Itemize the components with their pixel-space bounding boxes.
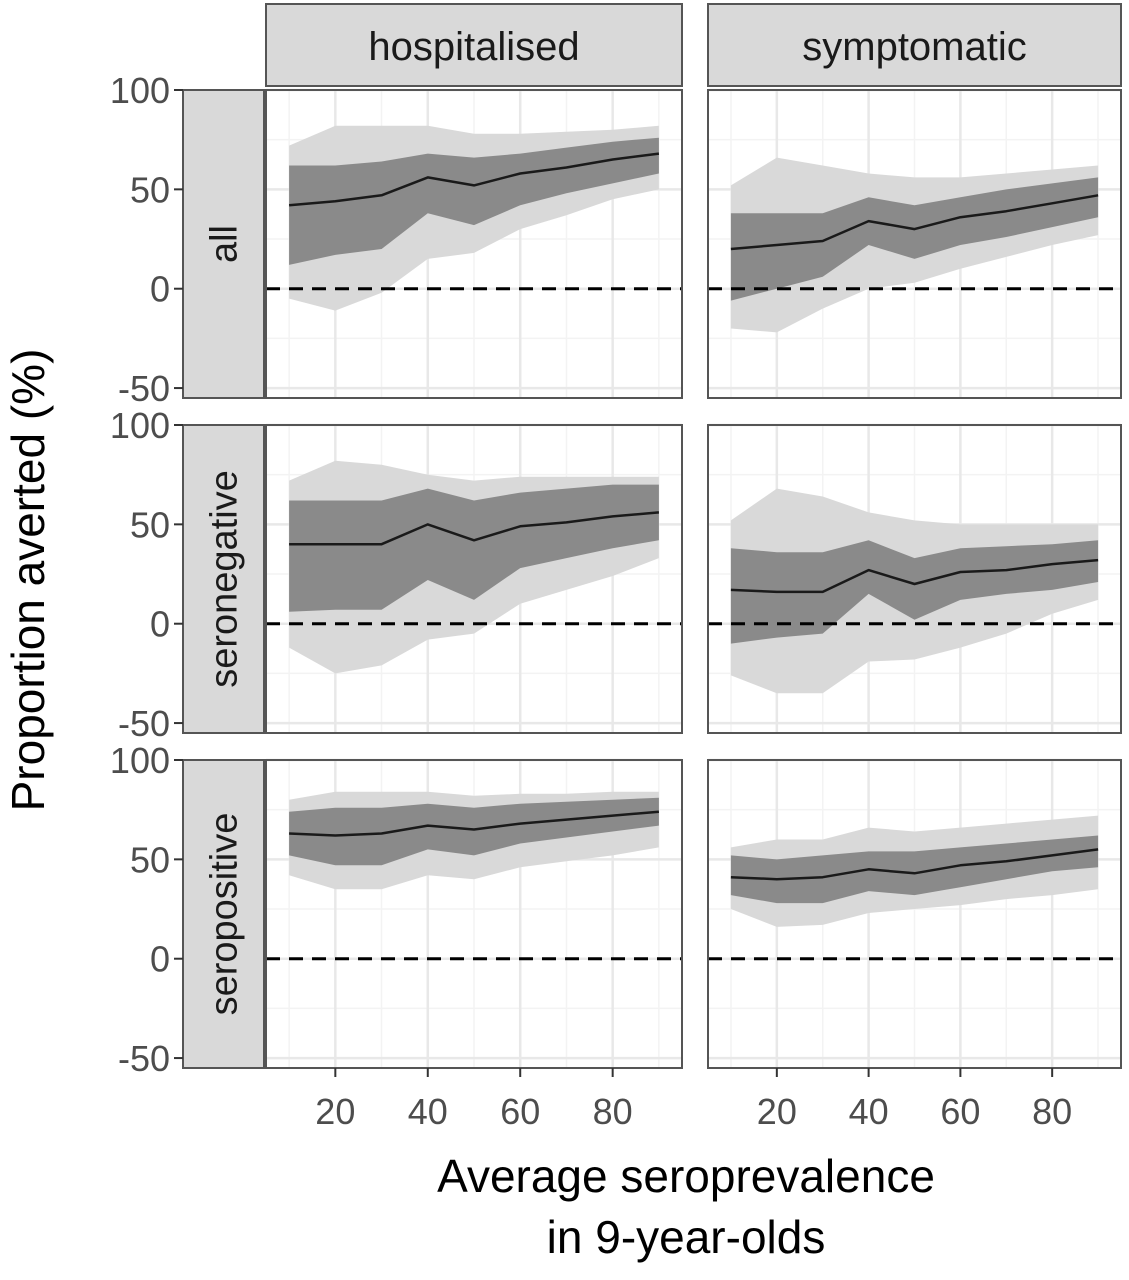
inner-interval-band: [289, 797, 659, 866]
median-line: [730, 848, 1099, 881]
y-tick-label: 0: [150, 604, 170, 645]
strip-symptomatic: [707, 3, 1122, 87]
y-tick-label: -50: [118, 1038, 170, 1079]
panel-all-symptomatic: [707, 88, 1122, 399]
y-tick-label: 50: [130, 169, 170, 210]
y-tick-label: 100: [110, 740, 170, 781]
y-tick-label: 50: [130, 839, 170, 880]
x-axis-title-line: Average seroprevalence: [437, 1150, 935, 1202]
panel-border: [265, 759, 683, 1069]
y-tick-label: 100: [110, 405, 170, 446]
inner-interval-band: [730, 835, 1099, 904]
x-tick-label: 20: [757, 1091, 797, 1132]
strip-label-seropositive: seropositive: [204, 813, 246, 1016]
strip-hospitalised: [265, 3, 683, 87]
x-tick-label: 60: [500, 1091, 540, 1132]
y-tick-label: 0: [150, 269, 170, 310]
x-tick-label: 40: [849, 1091, 889, 1132]
y-tick-label: -50: [118, 703, 170, 744]
panel-seropositive-hospitalised: [265, 758, 683, 1069]
x-tick-label: 60: [940, 1091, 980, 1132]
inner-interval-band: [289, 137, 659, 265]
panel-border: [707, 424, 1122, 734]
strip-label-hospitalised: hospitalised: [368, 25, 579, 69]
x-tick-label: 80: [593, 1091, 633, 1132]
median-line: [289, 810, 660, 837]
strip-label-symptomatic: symptomatic: [802, 25, 1027, 69]
strip-all: [182, 89, 265, 399]
strip-seropositive: [182, 759, 265, 1069]
x-axis-title-line: in 9-year-olds: [547, 1211, 826, 1263]
panel-border: [265, 424, 683, 734]
y-tick-label: 100: [110, 70, 170, 111]
strip-label-all: all: [204, 225, 246, 263]
inner-interval-band: [730, 177, 1099, 301]
x-tick-label: 40: [408, 1091, 448, 1132]
y-tick-label: 0: [150, 939, 170, 980]
median-line: [730, 558, 1099, 594]
panel-seronegative-hospitalised: [265, 423, 683, 734]
panel-seropositive-symptomatic: [707, 758, 1122, 1069]
y-axis-title: Proportion averted (%): [2, 349, 54, 812]
median-line: [288, 152, 660, 207]
x-tick-label: 20: [315, 1091, 355, 1132]
inner-interval-band: [289, 484, 659, 612]
x-tick-label: 80: [1032, 1091, 1072, 1132]
panel-seronegative-symptomatic: [707, 423, 1122, 734]
median-line: [730, 194, 1099, 251]
y-tick-label: 50: [130, 504, 170, 545]
median-line: [289, 511, 660, 546]
inner-interval-band: [730, 540, 1099, 644]
panel-border: [707, 89, 1122, 399]
y-tick-label: -50: [118, 368, 170, 409]
panel-all-hospitalised: [265, 88, 683, 399]
strip-seronegative: [182, 424, 265, 734]
strip-label-seronegative: seronegative: [204, 470, 246, 688]
panel-border: [265, 89, 683, 399]
panel-border: [707, 759, 1122, 1069]
